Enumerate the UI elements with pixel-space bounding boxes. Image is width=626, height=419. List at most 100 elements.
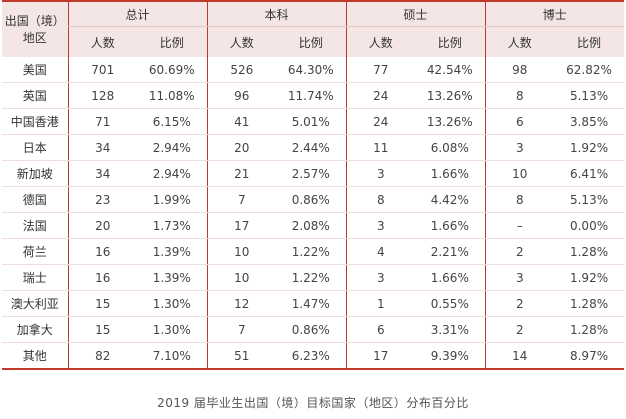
cell-undergraduate-count: 10	[206, 238, 277, 265]
group-header-doctor: 博士	[484, 1, 625, 27]
cell-undergraduate-ratio: 11.74%	[276, 82, 347, 109]
cell-master-count: 8	[345, 186, 416, 213]
cell-total-count: 16	[67, 264, 137, 291]
cell-master-count: 3	[345, 160, 416, 187]
cell-total-ratio: 1.30%	[137, 316, 208, 343]
table-row: 德国 23 1.99% 7 0.86% 8 4.42% 8 5.13%	[2, 186, 625, 213]
subheader-count: 人数	[67, 26, 137, 57]
table-row: 中国香港 71 6.15% 41 5.01% 24 13.26% 6 3.85%	[2, 108, 625, 135]
cell-master-ratio: 1.66%	[415, 212, 486, 239]
cell-undergraduate-count: 17	[206, 212, 277, 239]
table-header: 出国（境） 地区 总计 本科 硕士 博士 人数 比例 人数 比例 人数 比例 人数…	[2, 1, 625, 57]
cell-doctor-count: –	[484, 212, 555, 239]
cell-doctor-count: 2	[484, 290, 555, 317]
cell-undergraduate-count: 41	[206, 108, 277, 135]
table-row: 日本 34 2.94% 20 2.44% 11 6.08% 3 1.92%	[2, 134, 625, 161]
group-header-master: 硕士	[345, 1, 486, 27]
cell-undergraduate-ratio: 1.22%	[276, 264, 347, 291]
cell-total-count: 20	[67, 212, 137, 239]
cell-total-ratio: 1.39%	[137, 238, 208, 265]
cell-total-ratio: 11.08%	[137, 82, 208, 109]
cell-doctor-ratio: 5.13%	[554, 82, 625, 109]
table-wrapper: 出国（境） 地区 总计 本科 硕士 博士 人数 比例 人数 比例 人数 比例 人数…	[2, 0, 625, 410]
cell-total-ratio: 1.30%	[137, 290, 208, 317]
cell-region: 瑞士	[2, 264, 68, 291]
table-row: 美国 701 60.69% 526 64.30% 77 42.54% 98 62.82%	[2, 57, 625, 83]
cell-doctor-count: 98	[484, 57, 555, 83]
cell-master-ratio: 4.42%	[415, 186, 486, 213]
cell-master-count: 4	[345, 238, 416, 265]
cell-total-ratio: 2.94%	[137, 160, 208, 187]
cell-doctor-count: 6	[484, 108, 555, 135]
cell-total-ratio: 1.99%	[137, 186, 208, 213]
cell-doctor-count: 14	[484, 342, 555, 369]
cell-total-ratio: 1.39%	[137, 264, 208, 291]
cell-undergraduate-ratio: 2.57%	[276, 160, 347, 187]
cell-region: 英国	[2, 82, 68, 109]
cell-region: 其他	[22, 349, 47, 363]
cell-undergraduate-ratio: 64.30%	[276, 57, 347, 83]
cell-total-count: 34	[67, 160, 137, 187]
cell-master-ratio: 6.08%	[415, 134, 486, 161]
cell-total-ratio: 60.69%	[137, 57, 208, 83]
cell-doctor-count: 3	[484, 134, 555, 161]
cell-undergraduate-count: 20	[206, 134, 277, 161]
header-row-subcolumns: 人数 比例 人数 比例 人数 比例 人数 比例	[2, 26, 625, 57]
cell-total-count: 15	[67, 316, 137, 343]
cell-master-count: 1	[345, 290, 416, 317]
cell-undergraduate-ratio: 1.47%	[276, 290, 347, 317]
cell-region: 德国	[2, 186, 68, 213]
cell-undergraduate-count: 7	[206, 186, 277, 213]
cell-total-count: 16	[67, 238, 137, 265]
cell-region: 美国	[2, 57, 68, 83]
cell-master-ratio: 13.26%	[415, 82, 486, 109]
cell-total-count: 71	[67, 108, 137, 135]
cell-region: 法国	[2, 212, 68, 239]
cell-undergraduate-count: 10	[206, 264, 277, 291]
cell-master-ratio: 3.31%	[415, 316, 486, 343]
subheader-count: 人数	[206, 26, 277, 57]
subheader-ratio: 比例	[137, 26, 208, 57]
cell-doctor-ratio: 62.82%	[554, 57, 625, 83]
cell-master-ratio: 1.66%	[415, 160, 486, 187]
cell-master-count: 77	[345, 57, 416, 83]
table-body: 美国 701 60.69% 526 64.30% 77 42.54% 98 62.82% 英国 12…	[2, 57, 625, 369]
cell-doctor-count: 8	[484, 186, 555, 213]
cell-master-count: 24	[345, 108, 416, 135]
cell-total-count: 128	[67, 82, 137, 109]
cell-total-ratio: 6.15%	[137, 108, 208, 135]
subheader-count: 人数	[484, 26, 555, 57]
cell-doctor-ratio: 1.28%	[554, 238, 625, 265]
cell-doctor-ratio: 1.28%	[554, 290, 625, 317]
cell-master-count: 24	[345, 82, 416, 109]
cell-region: 澳大利亚	[2, 290, 68, 317]
cell-undergraduate-ratio: 2.08%	[276, 212, 347, 239]
header-row-groups: 出国（境） 地区 总计 本科 硕士 博士	[2, 1, 625, 57]
table-row: 瑞士 16 1.39% 10 1.22% 3 1.66% 3 1.92%	[2, 264, 625, 291]
cell-undergraduate-count: 51	[206, 342, 277, 369]
cell-doctor-count: 3	[484, 264, 555, 291]
cell-undergraduate-ratio: 2.44%	[276, 134, 347, 161]
cell-region: 加拿大	[2, 316, 68, 343]
cell-master-ratio: 9.39%	[430, 348, 469, 363]
cell-undergraduate-ratio: 0.86%	[276, 316, 347, 343]
cell-undergraduate-ratio: 5.01%	[276, 108, 347, 135]
cell-master-ratio: 0.55%	[415, 290, 486, 317]
table-row: 新加坡 34 2.94% 21 2.57% 3 1.66% 10 6.41%	[2, 160, 625, 187]
subheader-ratio: 比例	[554, 26, 625, 57]
table-row: 法国 20 1.73% 17 2.08% 3 1.66% –0.00%	[2, 212, 625, 239]
group-header-undergraduate: 本科	[206, 1, 347, 27]
cell-doctor-count: 10	[484, 160, 555, 187]
cell-undergraduate-count: 96	[206, 82, 277, 109]
cell-master-ratio: 1.66%	[415, 264, 486, 291]
cell-doctor-count: 2	[484, 316, 555, 343]
cell-total-count: 701	[67, 57, 137, 83]
table-row: 其他 82 7.10% 51 6.23% 17 9.39% 14 8.97%	[2, 342, 624, 369]
cell-total-count: 15	[67, 290, 137, 317]
cell-doctor-ratio: 5.13%	[554, 186, 625, 213]
table-row: 荷兰 16 1.39% 10 1.22% 4 2.21% 2 1.28%	[2, 238, 625, 265]
cell-region: 新加坡	[2, 160, 68, 187]
cell-total-ratio: 7.10%	[152, 348, 191, 363]
region-column-header: 出国（境） 地区	[2, 1, 68, 57]
cell-master-count: 17	[345, 342, 416, 369]
